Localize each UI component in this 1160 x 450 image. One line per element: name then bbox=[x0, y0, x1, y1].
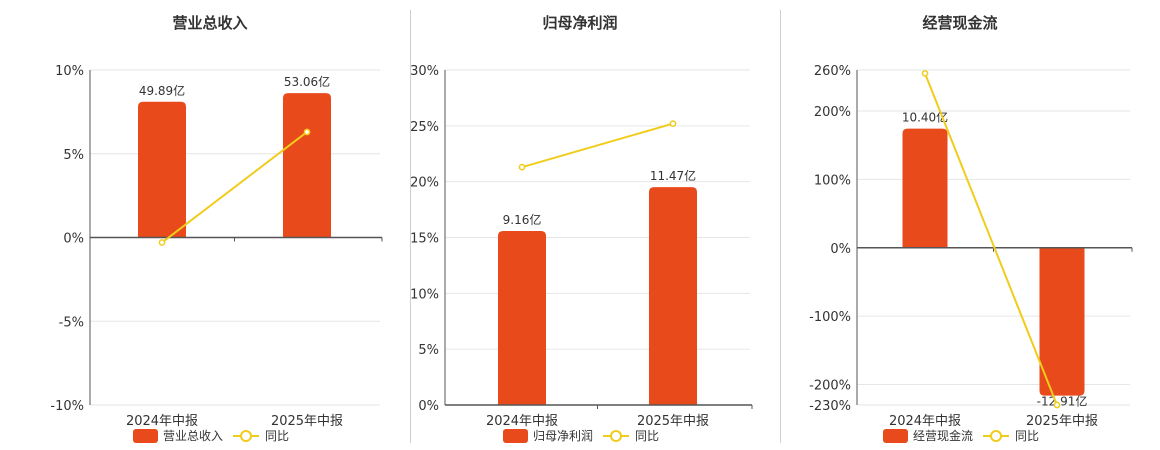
bar bbox=[902, 128, 948, 248]
y-tick-label: -100% bbox=[809, 310, 851, 325]
chart-title: 营业总收入 bbox=[172, 14, 247, 32]
bar-data-label: 11.47亿 bbox=[650, 168, 696, 183]
y-tick-label: 0% bbox=[63, 232, 84, 247]
y-tick-label: -230% bbox=[809, 399, 851, 414]
yoy-line bbox=[521, 122, 674, 169]
bar bbox=[498, 230, 546, 405]
legend-line-label: 同比 bbox=[265, 429, 289, 443]
bar-data-label: -12.91亿 bbox=[1037, 394, 1088, 409]
category-label: 2024年中报 bbox=[889, 414, 961, 429]
y-tick-label: 30% bbox=[410, 64, 439, 79]
category-label: 2025年中报 bbox=[637, 414, 709, 429]
legend-bar-swatch bbox=[133, 429, 158, 443]
y-tick-label: 25% bbox=[410, 120, 439, 135]
bar bbox=[649, 187, 697, 405]
yoy-line bbox=[161, 131, 308, 244]
chart-title: 经营现金流 bbox=[922, 14, 997, 32]
legend-bar-swatch bbox=[883, 429, 908, 443]
chart-panel-cash-flow: 经营现金流 260% 200% 100% 0% -100% -200% -230% 10.40亿… bbox=[760, 0, 1150, 450]
legend-line-label: 同比 bbox=[1015, 429, 1039, 443]
y-tick-label: 5% bbox=[418, 343, 439, 358]
legend-bar-label: 归母净利润 bbox=[533, 429, 593, 443]
y-tick-label: 0% bbox=[418, 399, 439, 414]
y-tick-label: -200% bbox=[809, 378, 851, 393]
yoy-line bbox=[924, 73, 1058, 406]
y-tick-label: 100% bbox=[814, 173, 851, 188]
y-tick-label: 200% bbox=[814, 105, 851, 120]
chart-panel-revenue: 营业总收入 10% 5% 0% -5% -10% 49.89亿 53.06亿 2024年中报 20… bbox=[10, 0, 390, 450]
legend-bar-label: 营业总收入 bbox=[163, 429, 223, 443]
bar-data-label: 53.06亿 bbox=[284, 74, 330, 89]
y-tick-label: 5% bbox=[63, 148, 84, 163]
panel-divider bbox=[780, 10, 781, 443]
y-tick-label: 20% bbox=[410, 176, 439, 191]
bar-data-label: 9.16亿 bbox=[503, 212, 542, 227]
yoy-point bbox=[1053, 401, 1061, 409]
y-tick-label: -10% bbox=[50, 399, 84, 414]
category-label: 2024年中报 bbox=[486, 414, 558, 429]
category-label: 2025年中报 bbox=[1026, 414, 1098, 429]
yoy-point bbox=[921, 70, 929, 77]
bar-data-label: 10.40亿 bbox=[902, 110, 948, 125]
panel-divider bbox=[410, 10, 411, 443]
y-tick-label: 10% bbox=[410, 287, 439, 302]
bar bbox=[138, 101, 186, 238]
legend-line-label: 同比 bbox=[635, 429, 659, 443]
y-tick-label: -5% bbox=[59, 315, 84, 330]
net-profit-chart: 归母净利润 30% 25% 20% 15% 10% 5% 0% 9.16亿 11.47亿 2024年… bbox=[410, 14, 753, 443]
legend-bar-label: 经营现金流 bbox=[913, 428, 973, 443]
bar bbox=[283, 93, 331, 238]
y-tick-label: 10% bbox=[55, 64, 84, 79]
y-tick-label: 0% bbox=[830, 242, 851, 257]
category-label: 2024年中报 bbox=[126, 414, 198, 429]
yoy-point bbox=[518, 163, 526, 171]
yoy-point bbox=[158, 239, 166, 246]
category-label: 2025年中报 bbox=[271, 414, 343, 429]
legend-bar-swatch bbox=[503, 429, 528, 443]
y-tick-label: 15% bbox=[410, 232, 439, 247]
cash-flow-chart: 经营现金流 260% 200% 100% 0% -100% -200% -230% 10.40亿… bbox=[809, 14, 1133, 443]
bar bbox=[1039, 247, 1085, 396]
yoy-point bbox=[303, 128, 311, 136]
legend-line-marker bbox=[240, 430, 252, 442]
chart-panel-net-profit: 归母净利润 30% 25% 20% 15% 10% 5% 0% 9.16亿 11.47亿 2024年… bbox=[375, 0, 760, 450]
yoy-point bbox=[669, 120, 677, 127]
legend-line-marker bbox=[990, 430, 1002, 442]
chart-title: 归母净利润 bbox=[542, 14, 617, 32]
y-tick-label: 260% bbox=[814, 64, 851, 79]
revenue-chart: 营业总收入 10% 5% 0% -5% -10% 49.89亿 53.06亿 2024年中报 20… bbox=[50, 14, 383, 443]
bar-data-label: 49.89亿 bbox=[139, 83, 185, 98]
legend-line-marker bbox=[610, 430, 622, 442]
